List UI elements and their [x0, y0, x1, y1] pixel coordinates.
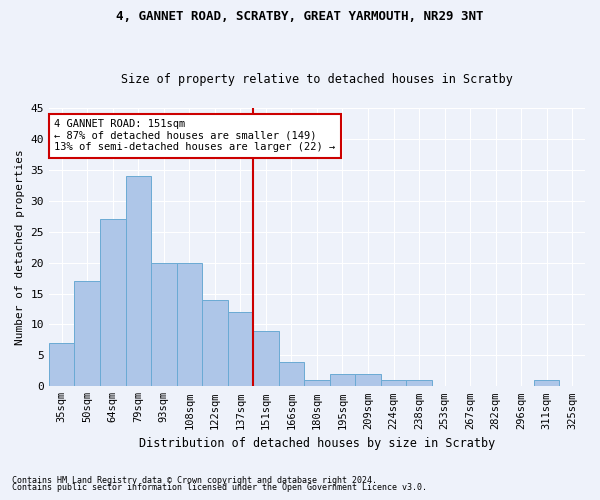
Bar	[176, 262, 202, 386]
Bar	[355, 374, 381, 386]
Text: Contains HM Land Registry data © Crown copyright and database right 2024.: Contains HM Land Registry data © Crown c…	[12, 476, 377, 485]
Text: 4, GANNET ROAD, SCRATBY, GREAT YARMOUTH, NR29 3NT: 4, GANNET ROAD, SCRATBY, GREAT YARMOUTH,…	[116, 10, 484, 23]
Bar	[278, 362, 304, 386]
Bar	[381, 380, 406, 386]
Y-axis label: Number of detached properties: Number of detached properties	[15, 150, 25, 345]
Bar	[534, 380, 559, 386]
Bar	[49, 343, 74, 386]
Bar	[330, 374, 355, 386]
Bar	[151, 262, 176, 386]
X-axis label: Distribution of detached houses by size in Scratby: Distribution of detached houses by size …	[139, 437, 495, 450]
Bar	[304, 380, 330, 386]
Bar	[74, 281, 100, 386]
Text: 4 GANNET ROAD: 151sqm
← 87% of detached houses are smaller (149)
13% of semi-det: 4 GANNET ROAD: 151sqm ← 87% of detached …	[54, 119, 335, 152]
Text: Contains public sector information licensed under the Open Government Licence v3: Contains public sector information licen…	[12, 484, 427, 492]
Bar	[406, 380, 432, 386]
Bar	[202, 300, 227, 386]
Bar	[100, 220, 125, 386]
Bar	[253, 330, 278, 386]
Title: Size of property relative to detached houses in Scratby: Size of property relative to detached ho…	[121, 73, 513, 86]
Bar	[227, 312, 253, 386]
Bar	[125, 176, 151, 386]
